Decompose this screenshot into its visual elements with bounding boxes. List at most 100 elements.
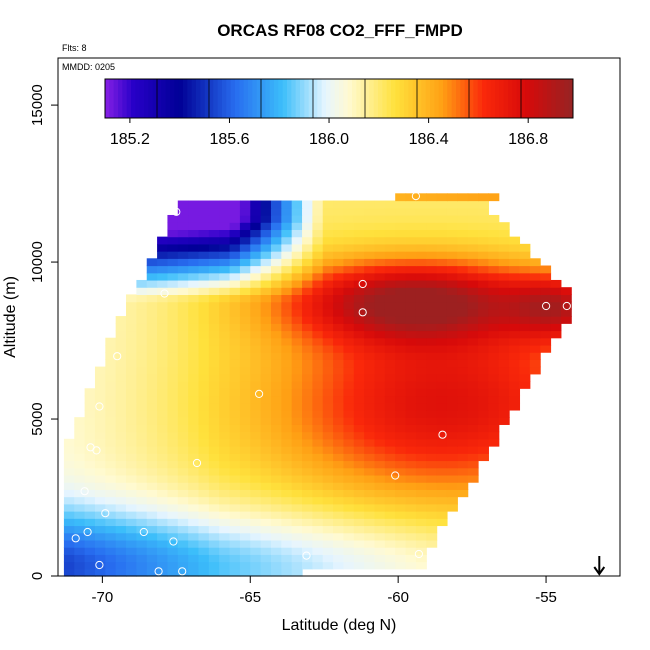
heatmap-cell bbox=[415, 207, 427, 216]
heatmap-cell bbox=[146, 373, 158, 382]
heatmap-cell bbox=[198, 474, 210, 483]
heatmap-cell bbox=[115, 417, 127, 425]
heatmap-cell bbox=[353, 330, 365, 339]
heatmap-cell bbox=[519, 301, 531, 310]
heatmap-cell bbox=[384, 265, 396, 274]
heatmap-cell bbox=[374, 438, 386, 447]
heatmap-cell bbox=[105, 438, 117, 447]
heatmap-cell bbox=[302, 251, 313, 259]
heatmap-cell bbox=[478, 453, 489, 462]
heatmap-cell bbox=[167, 236, 179, 245]
heatmap-cell bbox=[188, 330, 200, 339]
heatmap-cell bbox=[405, 287, 417, 295]
heatmap-cell bbox=[395, 503, 407, 512]
heatmap-cell bbox=[157, 525, 169, 534]
heatmap-cell bbox=[333, 489, 345, 498]
heatmap-cell bbox=[322, 279, 334, 288]
heatmap-cell bbox=[260, 214, 272, 223]
heatmap-cell bbox=[322, 431, 334, 440]
heatmap-cell bbox=[291, 337, 303, 346]
colorbar-swatch bbox=[278, 79, 284, 118]
heatmap-cell bbox=[281, 453, 293, 462]
heatmap-cell bbox=[136, 323, 148, 332]
heatmap-cell bbox=[239, 301, 251, 310]
heatmap-cell bbox=[384, 489, 396, 498]
heatmap-cell bbox=[250, 207, 262, 216]
heatmap-cell bbox=[291, 222, 303, 231]
heatmap-cell bbox=[281, 496, 293, 505]
heatmap-cell bbox=[208, 388, 220, 397]
heatmap-cell bbox=[436, 301, 448, 310]
heatmap-cell bbox=[157, 337, 169, 346]
heatmap-cell bbox=[177, 200, 189, 209]
heatmap-cell bbox=[260, 547, 272, 555]
sample-point bbox=[192, 458, 202, 468]
heatmap-cell bbox=[467, 258, 479, 267]
heatmap-cell bbox=[105, 359, 117, 368]
heatmap-cell bbox=[115, 337, 127, 346]
heatmap-cell bbox=[188, 496, 200, 505]
heatmap-cell bbox=[353, 467, 365, 476]
heatmap-cell bbox=[322, 214, 334, 223]
heatmap-cell bbox=[260, 417, 272, 425]
heatmap-cell bbox=[540, 308, 552, 317]
heatmap-cell bbox=[146, 532, 158, 541]
heatmap-cell bbox=[478, 251, 489, 259]
heatmap-cell bbox=[322, 496, 334, 505]
heatmap-cell bbox=[281, 511, 293, 519]
heatmap-cell bbox=[229, 453, 241, 462]
heatmap-cell bbox=[446, 243, 458, 252]
heatmap-cell bbox=[146, 503, 158, 512]
heatmap-cell bbox=[478, 258, 489, 267]
heatmap-cell bbox=[302, 236, 313, 245]
heatmap-cell bbox=[395, 323, 407, 332]
heatmap-cell bbox=[364, 431, 376, 440]
heatmap-cell bbox=[250, 503, 262, 512]
heatmap-cell bbox=[219, 409, 231, 418]
colorbar-swatch bbox=[512, 79, 518, 118]
heatmap-cell bbox=[426, 460, 438, 469]
heatmap-cell bbox=[457, 409, 469, 418]
heatmap-cell bbox=[229, 446, 241, 454]
heatmap-cell bbox=[374, 409, 386, 418]
colorbar-swatch bbox=[469, 79, 474, 118]
heatmap-cell bbox=[384, 453, 396, 462]
heatmap-cell bbox=[343, 258, 355, 267]
heatmap-cell bbox=[415, 200, 427, 209]
heatmap-cell bbox=[333, 453, 345, 462]
heatmap-cell bbox=[395, 453, 407, 462]
heatmap-cell bbox=[395, 236, 407, 245]
heatmap-cell bbox=[157, 352, 169, 360]
heatmap-cell bbox=[333, 258, 345, 267]
heatmap-cell bbox=[157, 301, 169, 310]
heatmap-cell bbox=[415, 446, 427, 454]
heatmap-cell bbox=[333, 511, 345, 519]
heatmap-cell bbox=[312, 294, 324, 303]
heatmap-cell bbox=[229, 467, 241, 476]
heatmap-cell bbox=[333, 251, 345, 259]
colorbar-frame bbox=[104, 78, 574, 119]
heatmap-cell bbox=[353, 352, 365, 360]
heatmap-cell bbox=[136, 438, 148, 447]
heatmap-cell bbox=[250, 474, 262, 483]
heatmap-cell bbox=[157, 554, 169, 563]
heatmap-cell bbox=[322, 446, 334, 454]
colorbar-tick-label: 186.4 bbox=[409, 131, 449, 148]
heatmap-cell bbox=[322, 222, 334, 231]
heatmap-cell bbox=[167, 518, 179, 527]
colorbar-tick-label: 186.0 bbox=[309, 131, 349, 148]
heatmap-cell bbox=[260, 568, 272, 577]
heatmap-cell bbox=[281, 330, 293, 339]
heatmap-cell bbox=[457, 337, 469, 346]
heatmap-cell bbox=[229, 373, 241, 382]
heatmap-cell bbox=[167, 243, 179, 252]
heatmap-cell bbox=[177, 301, 189, 310]
heatmap-cell bbox=[260, 496, 272, 505]
heatmap-cell bbox=[395, 373, 407, 382]
heatmap-cell bbox=[457, 222, 469, 231]
heatmap-cell bbox=[94, 373, 106, 382]
heatmap-cell bbox=[105, 337, 117, 346]
heatmap-cell bbox=[488, 424, 500, 433]
heatmap-cell bbox=[291, 503, 303, 512]
heatmap-cell bbox=[260, 438, 272, 447]
